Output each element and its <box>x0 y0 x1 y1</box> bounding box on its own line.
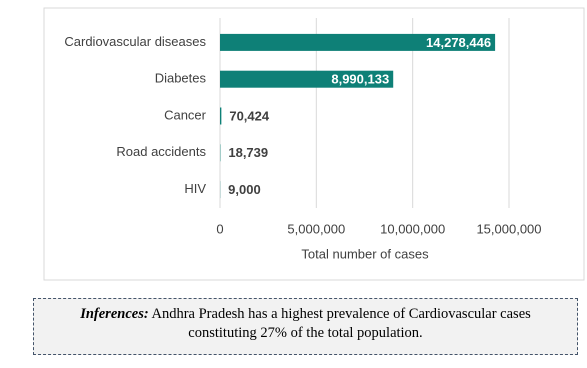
inference-label: Inferences: <box>80 306 149 322</box>
x-tick-label: 0 <box>216 221 223 236</box>
y-tick-label: Diabetes <box>155 71 207 86</box>
inference-box: Inferences: Andhra Pradesh has a highest… <box>33 298 578 355</box>
y-tick-label: Road accidents <box>116 144 206 159</box>
value-label: 9,000 <box>228 182 261 197</box>
y-tick-label: HIV <box>184 181 206 196</box>
chart-frame <box>43 7 585 281</box>
bar <box>220 107 222 125</box>
x-tick-label: 5,000,000 <box>287 221 345 236</box>
value-label: 8,990,133 <box>331 72 389 87</box>
x-tick-label: 10,000,000 <box>380 221 445 236</box>
x-axis-label: Total number of cases <box>301 246 429 261</box>
value-label: 18,739 <box>228 145 268 160</box>
y-tick-label: Cardiovascular diseases <box>64 34 206 49</box>
y-tick-label: Cancer <box>164 107 207 122</box>
x-tick-label: 15,000,000 <box>476 221 541 236</box>
value-label: 70,424 <box>229 108 270 123</box>
bar <box>220 70 394 88</box>
bar <box>220 33 496 51</box>
inference-text: Andhra Pradesh has a highest prevalence … <box>151 306 531 341</box>
chart: Total number of cases 0 5,000,000 10,000,0… <box>43 7 585 281</box>
value-label: 14,278,446 <box>426 35 491 50</box>
